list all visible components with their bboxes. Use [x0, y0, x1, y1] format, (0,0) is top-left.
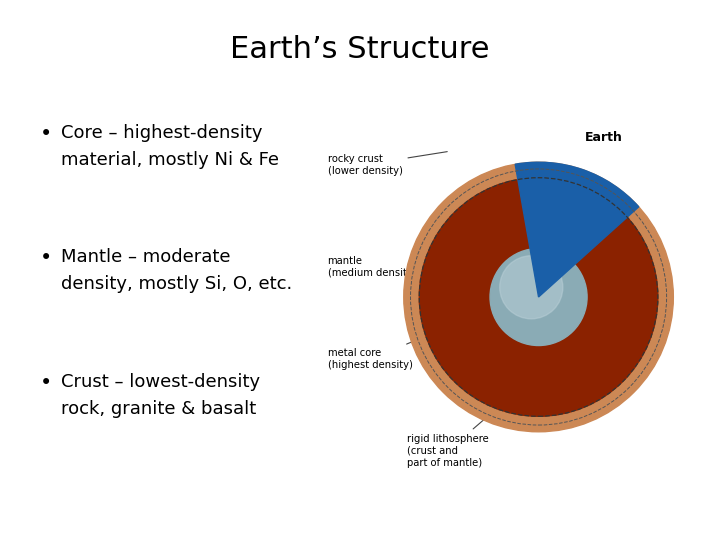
- Text: metal core
(highest density): metal core (highest density): [328, 317, 472, 370]
- Text: material, mostly Ni & Fe: material, mostly Ni & Fe: [61, 151, 279, 169]
- Text: mantle
(medium density): mantle (medium density): [328, 256, 440, 279]
- Text: Mantle – moderate: Mantle – moderate: [61, 248, 230, 266]
- Circle shape: [419, 178, 658, 416]
- Text: Core – highest-density: Core – highest-density: [61, 124, 263, 142]
- Text: rocky crust
(lower density): rocky crust (lower density): [328, 152, 447, 176]
- Text: •: •: [40, 124, 52, 144]
- Text: rigid lithosphere
(crust and
part of mantle): rigid lithosphere (crust and part of man…: [407, 404, 502, 468]
- Text: rock, granite & basalt: rock, granite & basalt: [61, 400, 256, 417]
- Wedge shape: [515, 162, 639, 297]
- Circle shape: [404, 162, 673, 432]
- Text: Crust – lowest-density: Crust – lowest-density: [61, 373, 261, 390]
- Circle shape: [500, 256, 563, 319]
- Text: •: •: [40, 373, 52, 393]
- Text: Earth’s Structure: Earth’s Structure: [230, 35, 490, 64]
- Text: density, mostly Si, O, etc.: density, mostly Si, O, etc.: [61, 275, 292, 293]
- Circle shape: [490, 248, 587, 346]
- Text: •: •: [40, 248, 52, 268]
- Text: Earth: Earth: [585, 131, 624, 145]
